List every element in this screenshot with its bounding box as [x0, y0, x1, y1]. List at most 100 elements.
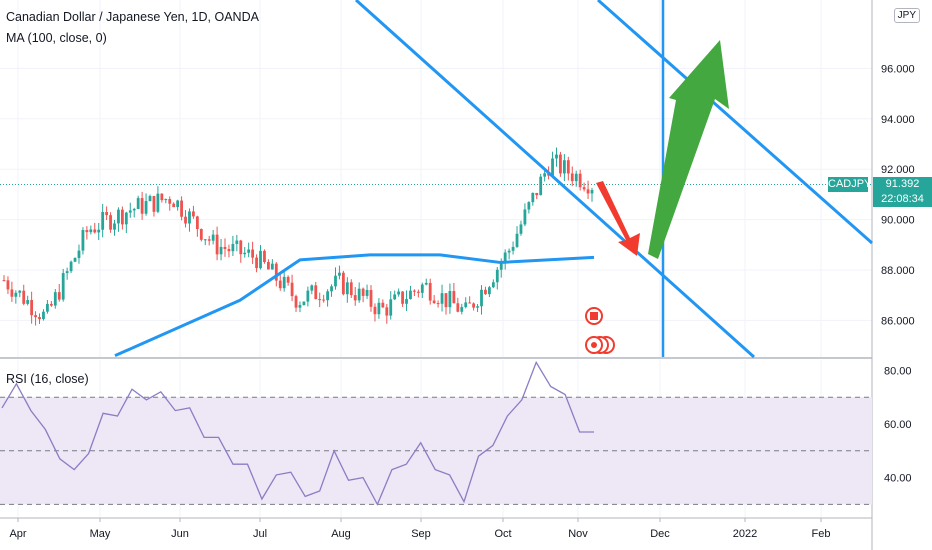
rsi-legend: RSI (16, close) — [6, 372, 89, 386]
candle-body — [42, 311, 45, 320]
candle-body — [53, 292, 57, 306]
price-axis: 86.000 88.000 90.000 92.000 94.000 96.000 40.0… — [881, 63, 915, 484]
candle-body — [507, 250, 511, 253]
candle-body — [176, 200, 180, 208]
candle-body — [480, 289, 483, 307]
candle-body — [235, 240, 239, 244]
candle-body — [487, 287, 491, 295]
candle-body — [555, 154, 558, 159]
countdown: 22:08:34 — [881, 193, 924, 205]
candle-body — [128, 210, 132, 213]
candle-body — [373, 306, 377, 315]
candle-body — [223, 246, 227, 250]
candle-body — [10, 289, 14, 297]
time-tick-label: Jul — [253, 528, 267, 540]
chart-title: Canadian Dollar / Japanese Yen, 1D, OAND… — [6, 10, 259, 24]
candle-body — [207, 239, 211, 241]
candle-body — [172, 203, 176, 208]
candle-body — [401, 291, 404, 304]
event-icons[interactable] — [585, 307, 615, 354]
time-tick-label: Jun — [171, 528, 189, 540]
time-tick-label: Feb — [812, 528, 831, 540]
candle-body — [192, 211, 195, 217]
candle-body — [436, 303, 440, 305]
candle-body — [97, 229, 101, 233]
time-tick-label: Aug — [331, 528, 351, 540]
price-tick-label: 96.000 — [881, 63, 915, 75]
candle-body — [420, 284, 424, 293]
candle-body — [574, 173, 578, 182]
drawings[interactable] — [354, 0, 873, 359]
candle-body — [184, 216, 187, 224]
candle-body — [148, 196, 152, 202]
candle-body — [85, 230, 89, 233]
candle-body — [405, 299, 408, 304]
trendline-upper — [597, 0, 873, 245]
green-arrow — [648, 40, 729, 259]
candle-body — [527, 202, 531, 210]
candle-body — [231, 243, 235, 252]
candle-body — [243, 252, 247, 255]
candle-body — [318, 299, 322, 301]
candle-body — [365, 289, 369, 296]
candle-body — [26, 300, 30, 304]
candle-body — [578, 173, 582, 188]
candle-body — [464, 302, 468, 308]
price-tick-label: 86.000 — [881, 315, 915, 327]
candle-body — [428, 282, 432, 301]
candle-body — [263, 250, 266, 263]
time-tick-label: Oct — [494, 528, 511, 540]
candle-body — [30, 300, 34, 316]
candle-body — [397, 291, 401, 295]
candle-body — [282, 276, 286, 289]
candles — [2, 147, 594, 326]
candle-body — [188, 211, 191, 224]
rsi-line — [1, 360, 594, 506]
candle-body — [168, 199, 172, 204]
candle-body — [298, 305, 302, 308]
candle-body — [65, 271, 69, 274]
candle-body — [523, 209, 527, 225]
candle-body — [440, 293, 444, 304]
candle-body — [468, 302, 472, 304]
candle-body — [294, 296, 298, 308]
price-tag: 91.392 22:08:34 — [873, 177, 932, 207]
price-tick-label: 90.000 — [881, 215, 915, 227]
candle-body — [124, 212, 128, 225]
red-arrow — [596, 181, 640, 256]
candle-body — [77, 250, 81, 259]
currency-badge[interactable]: JPY — [893, 8, 920, 23]
time-tick-label: Apr — [9, 528, 26, 540]
candle-body — [448, 291, 452, 308]
candle-body — [89, 229, 93, 233]
candle-body — [93, 229, 97, 233]
rsi-tick-label: 40.00 — [884, 473, 912, 485]
candle-body — [247, 249, 251, 253]
candle-body — [472, 303, 476, 308]
candle-body — [136, 198, 140, 209]
candle-body — [156, 193, 160, 212]
candle-body — [61, 273, 65, 300]
candle-body — [101, 212, 105, 230]
time-tick-label: Nov — [568, 528, 588, 540]
candle-body — [349, 282, 353, 296]
candle-body — [14, 292, 18, 297]
time-tick-label: 2022 — [733, 528, 757, 540]
candle-body — [531, 192, 535, 203]
candle-body — [73, 258, 77, 262]
candle-body — [278, 280, 282, 289]
candle-body — [539, 176, 543, 196]
candle-body — [338, 272, 341, 276]
candle-body — [49, 303, 53, 306]
candle-body — [22, 290, 26, 304]
candle-body — [409, 290, 412, 300]
candle-body — [322, 299, 326, 301]
candle-body — [203, 239, 207, 241]
candle-body — [456, 303, 460, 312]
candle-body — [353, 295, 357, 301]
rsi-tick-label: 80.00 — [884, 365, 912, 377]
time-tick-label: May — [90, 528, 111, 540]
candle-body — [211, 234, 215, 241]
candle-body — [199, 229, 203, 240]
